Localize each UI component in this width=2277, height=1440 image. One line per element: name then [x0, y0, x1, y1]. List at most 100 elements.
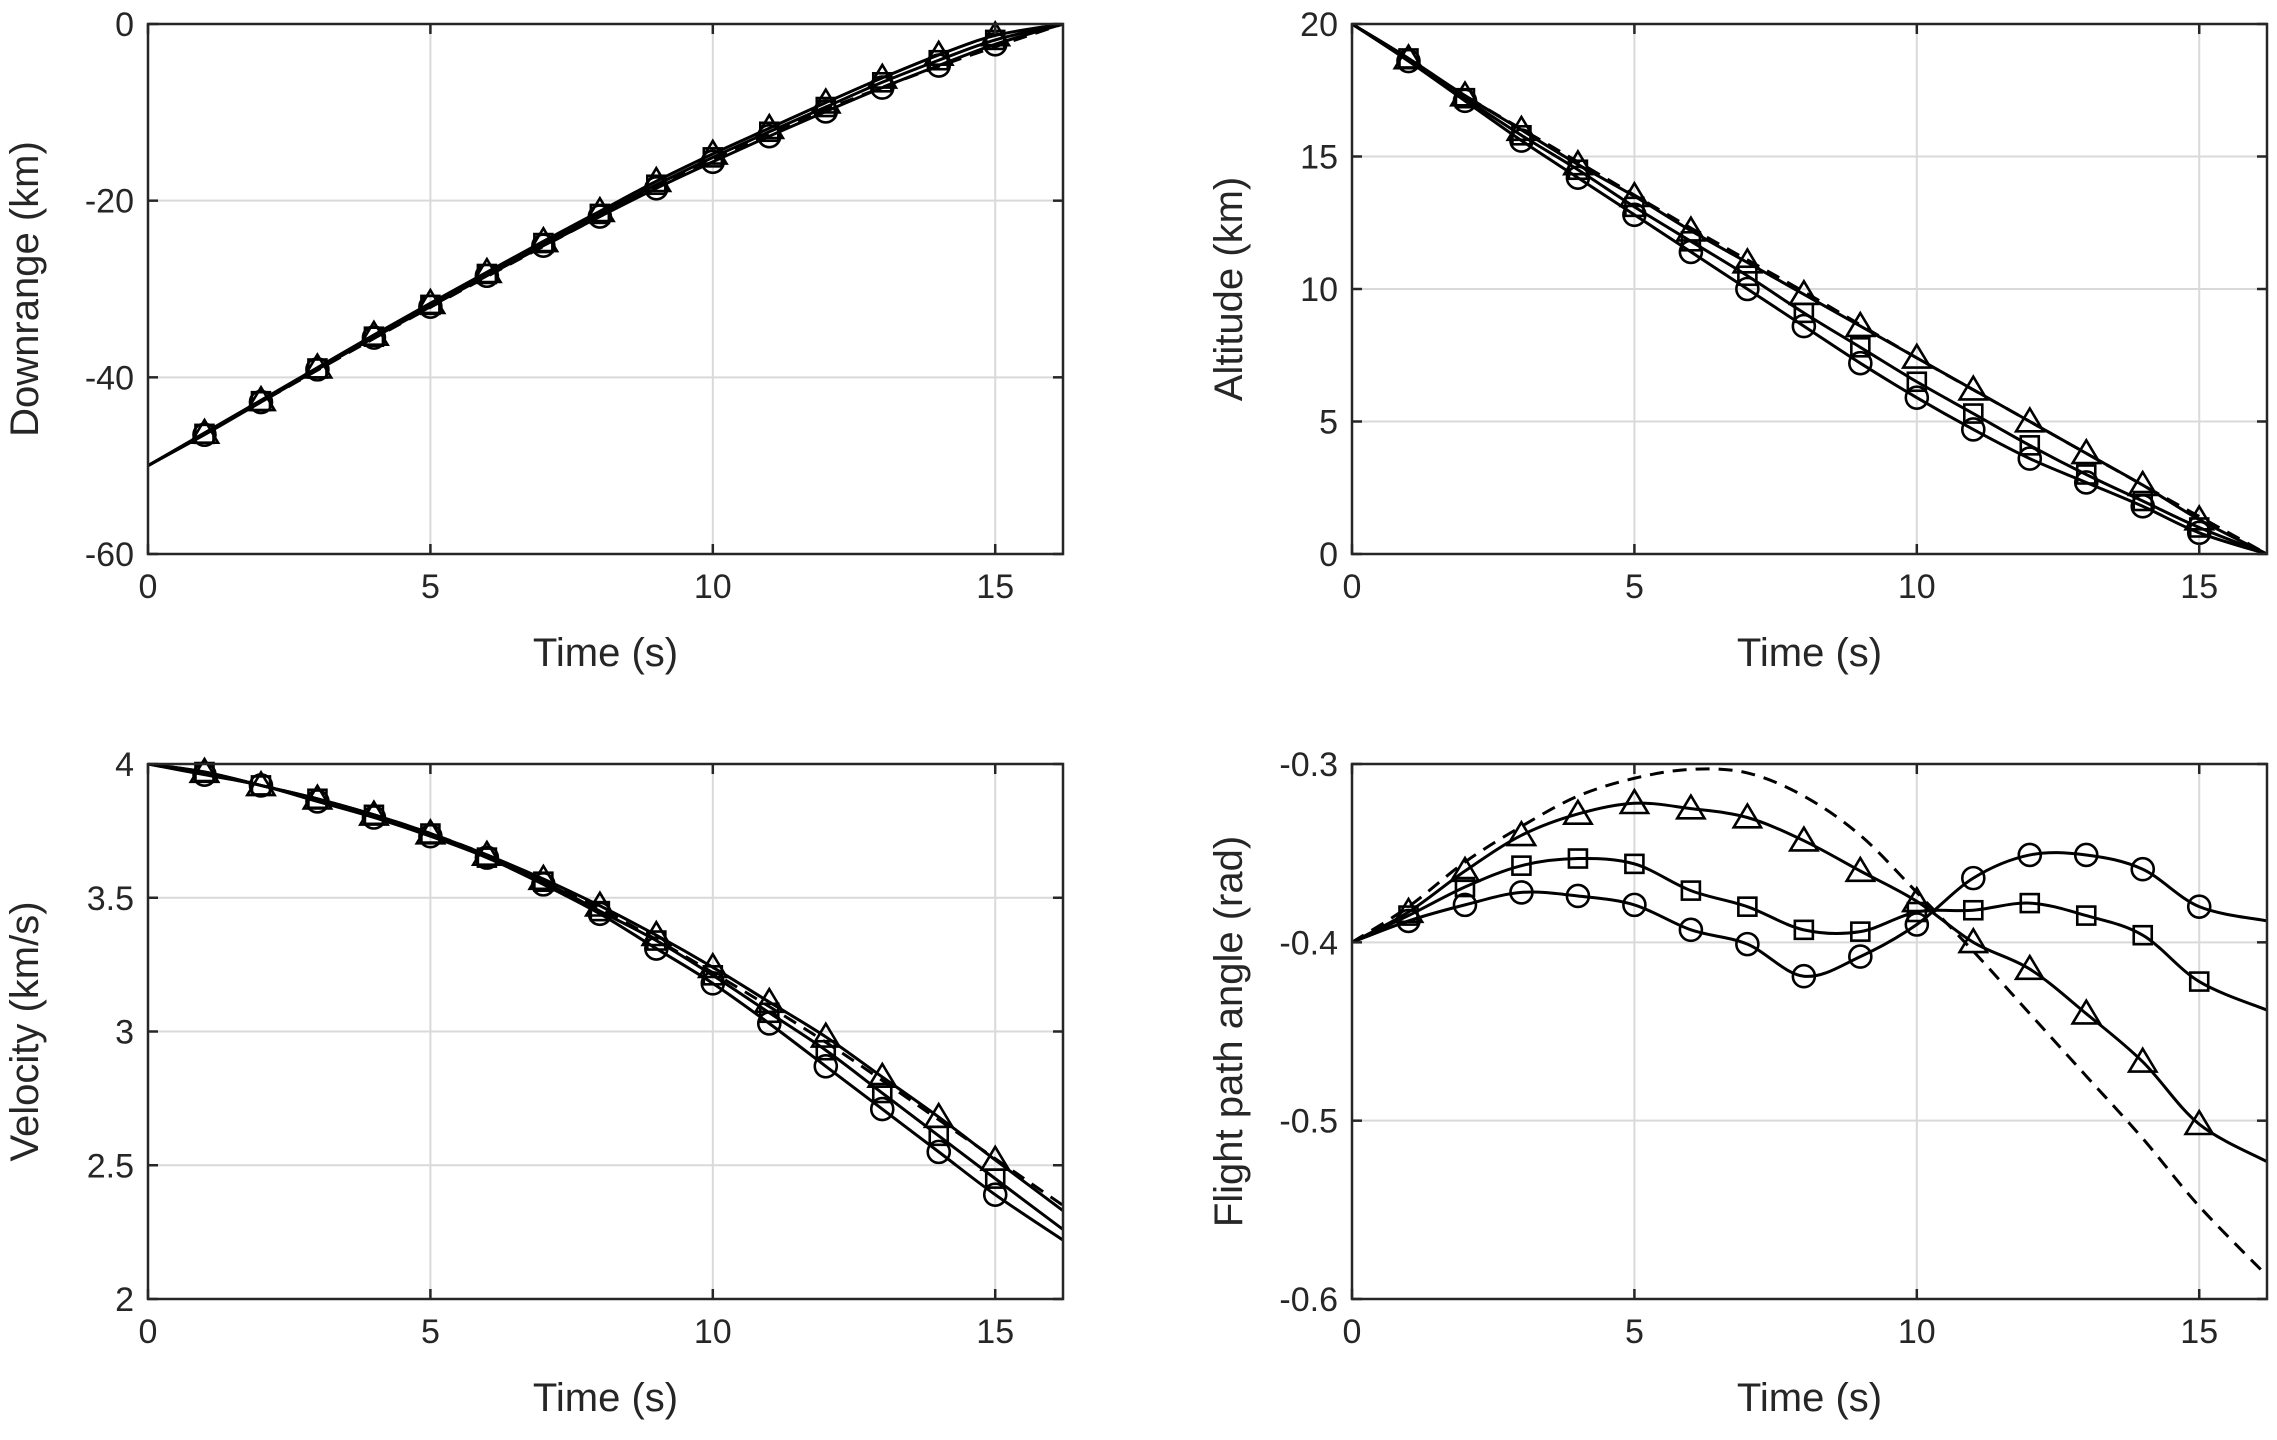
marker-circle: [2186, 894, 2212, 919]
marker-circle: [248, 773, 274, 798]
marker-circle: [1509, 880, 1534, 905]
marker-circle: [1848, 944, 1873, 969]
marker-circle: [982, 1182, 1008, 1207]
marker-square: [2019, 892, 2041, 914]
chart-altitude: 0 5 10 15 0 5 10 15 20 Time (s) Altitude (km): [1207, 6, 2269, 675]
marker-triangle: [2070, 437, 2103, 465]
marker-triangle: [1844, 855, 1877, 883]
marker-triangle: [809, 1021, 842, 1048]
y-tick-label: -60: [85, 536, 134, 574]
y-tick-label: -0.4: [1279, 924, 1338, 962]
marker-square: [250, 775, 272, 796]
marker-triangle: [1731, 801, 1764, 829]
marker-triangle: [1618, 180, 1651, 208]
marker-circle: [2017, 446, 2043, 471]
marker-circle: [869, 75, 895, 100]
marker-circle: [1565, 165, 1591, 190]
marker-triangle: [2070, 998, 2103, 1025]
marker-triangle: [2183, 1108, 2216, 1136]
x-axis-label: Time (s): [1737, 1376, 1882, 1420]
marker-triangle: [1562, 798, 1594, 826]
marker-circle: [361, 325, 387, 350]
marker-triangle: [1900, 885, 1933, 913]
marker-square: [476, 847, 498, 868]
marker-circle: [813, 1053, 839, 1079]
marker-square: [646, 174, 667, 196]
marker-square: [1737, 896, 1758, 917]
y-tick-label: 2.5: [87, 1147, 134, 1185]
marker-circle: [813, 99, 839, 124]
y-tick-label: 5: [1319, 404, 1338, 442]
marker-triangle: [1449, 855, 1481, 883]
marker-triangle: [1505, 819, 1538, 847]
marker-square: [2132, 924, 2154, 946]
y-tick-label: 3: [115, 1014, 134, 1052]
marker-triangle: [809, 87, 842, 114]
y-tick-label: 4: [115, 746, 134, 784]
x-tick-label: 15: [2180, 1313, 2218, 1351]
x-tick-label: 15: [976, 568, 1014, 606]
marker-circle: [474, 845, 500, 870]
series-line-triangle: [1352, 24, 2267, 554]
marker-circle: [1848, 350, 1873, 376]
marker-triangle: [866, 62, 899, 89]
marker-triangle: [1392, 896, 1425, 924]
marker-circle: [305, 357, 330, 382]
marker-circle: [418, 823, 443, 849]
x-tick-label: 0: [139, 1313, 158, 1351]
marker-circle: [1678, 239, 1704, 265]
marker-triangle: [1844, 310, 1877, 338]
y-axis-label: Velocity (km/s): [3, 901, 47, 1161]
marker-circle: [2017, 842, 2043, 868]
marker-triangle: [1562, 148, 1594, 176]
marker-triangle: [1900, 342, 1933, 369]
x-tick-label: 5: [421, 568, 440, 606]
y-tick-label: -0.3: [1279, 746, 1338, 784]
marker-circle: [305, 789, 330, 814]
marker-circle: [587, 901, 613, 927]
marker-triangle: [2013, 405, 2046, 433]
marker-square: [1793, 919, 1815, 941]
y-tick-label: -0.6: [1279, 1281, 1338, 1319]
marker-triangle: [922, 39, 955, 66]
marker-triangle: [1957, 374, 1990, 401]
marker-circle: [1791, 963, 1817, 989]
marker-triangle: [1787, 825, 1820, 852]
x-tick-label: 15: [976, 1313, 1014, 1351]
y-tick-label: -0.5: [1279, 1103, 1338, 1141]
y-tick-label: -40: [85, 359, 134, 397]
y-tick-label: 10: [1300, 271, 1338, 309]
marker-triangle: [640, 919, 673, 947]
y-tick-label: 20: [1300, 6, 1338, 44]
y-axis-label: Flight path angle (rad): [1207, 836, 1251, 1227]
marker-circle: [2130, 493, 2156, 519]
marker-circle: [700, 149, 726, 175]
x-tick-label: 0: [1343, 1313, 1362, 1351]
marker-circle: [2073, 842, 2099, 868]
marker-circle: [1904, 385, 1930, 410]
series-line-square: [1352, 856, 2267, 1012]
x-tick-label: 10: [694, 1313, 732, 1351]
x-tick-label: 10: [1898, 1313, 1936, 1351]
marker-triangle: [1957, 926, 1990, 954]
marker-circle: [756, 1011, 782, 1036]
y-tick-label: 0: [115, 6, 134, 44]
series-line-circle: [148, 764, 1063, 1242]
marker-square: [984, 1168, 1006, 1189]
marker-circle: [1452, 88, 1478, 114]
marker-circle: [192, 422, 217, 448]
marker-circle: [1960, 417, 1986, 442]
x-tick-label: 0: [139, 568, 158, 606]
x-axis-label: Time (s): [1737, 631, 1882, 675]
x-axis-label: Time (s): [533, 1376, 678, 1420]
marker-circle: [531, 233, 556, 259]
marker-circle: [869, 1096, 895, 1122]
y-axis-label: Altitude (km): [1207, 177, 1251, 402]
marker-circle: [1622, 892, 1647, 918]
marker-square: [1850, 921, 1871, 942]
marker-circle: [1396, 48, 1421, 74]
marker-circle: [926, 53, 952, 78]
marker-square: [1906, 371, 1928, 393]
marker-square: [871, 1082, 893, 1104]
